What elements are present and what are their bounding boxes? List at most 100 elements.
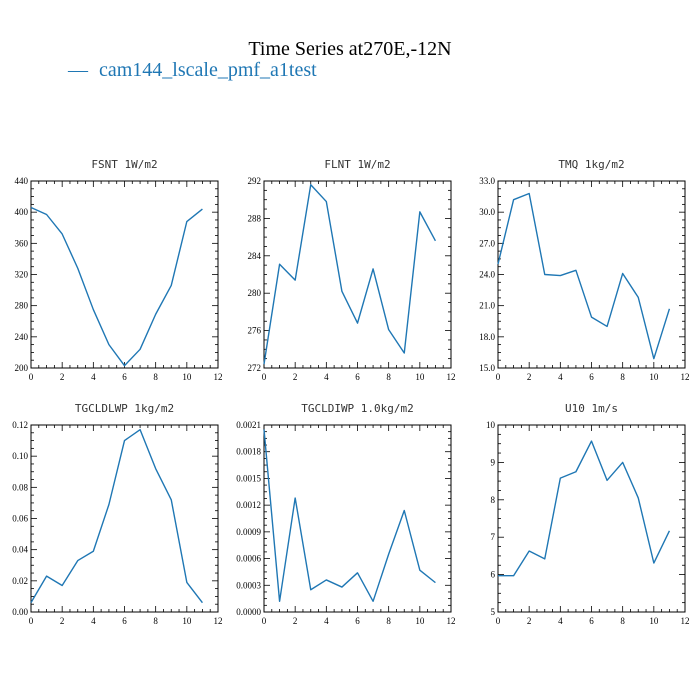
panel-title: TGCLDLWP 1kg/m2 [75, 402, 174, 415]
legend-entry: — cam144_lscale_pmf_a1test [67, 59, 317, 81]
chart-panel: FLNT 1W/m2 272 276 280 284 288 292 0 2 4 6 8 10 12 [248, 158, 456, 382]
y-tick-label: 240 [15, 332, 29, 342]
x-tick-label: 6 [589, 372, 594, 382]
y-tick-label: 15.0 [479, 363, 495, 373]
x-tick-label: 12 [214, 372, 223, 382]
series-line [30, 428, 203, 604]
y-tick-label: 272 [248, 363, 262, 373]
y-tick-label: 400 [15, 207, 29, 217]
x-tick-label: 8 [153, 372, 158, 382]
chart-panel: TGCLDIWP 1.0kg/m2 0.0000 0.0003 0.0006 0.000… [236, 402, 455, 626]
x-tick-label: 10 [415, 372, 425, 382]
x-tick-label: 2 [293, 372, 298, 382]
x-tick-label: 12 [681, 616, 690, 626]
x-tick-label: 0 [496, 616, 501, 626]
y-tick-label: 30.0 [479, 207, 495, 217]
y-tick-label: 0.0015 [236, 473, 261, 483]
y-tick-label: 280 [15, 301, 29, 311]
y-tick-label: 10 [486, 420, 496, 430]
y-tick-label: 0.04 [12, 545, 28, 555]
series-line [263, 429, 436, 603]
x-tick-label: 0 [29, 616, 34, 626]
y-tick-label: 0.0009 [236, 527, 261, 537]
x-tick-label: 10 [415, 616, 425, 626]
y-tick-label: 288 [248, 213, 262, 223]
x-tick-label: 0 [262, 616, 267, 626]
panel-title: FSNT 1W/m2 [91, 158, 157, 171]
x-tick-label: 12 [447, 372, 456, 382]
x-tick-label: 8 [620, 616, 625, 626]
y-tick-label: 360 [15, 238, 29, 248]
plot-frame [263, 180, 452, 369]
panel-title: FLNT 1W/m2 [324, 158, 390, 171]
y-tick-label: 320 [15, 270, 29, 280]
figure-title: Time Series at270E,-12N [248, 38, 451, 60]
series-line [30, 206, 203, 367]
x-tick-label: 8 [620, 372, 625, 382]
legend-line-marker: — [67, 59, 89, 81]
chart-panel: TMQ 1kg/m2 15.0 18.0 21.0 24.0 27.0 30.0 33.0 0 2… [479, 158, 689, 382]
y-tick-label: 0.12 [12, 420, 28, 430]
y-tick-label: 9 [491, 457, 496, 467]
y-tick-label: 0.08 [12, 482, 28, 492]
x-tick-label: 12 [447, 616, 456, 626]
y-tick-label: 440 [15, 176, 29, 186]
plot-frame [497, 424, 686, 613]
x-tick-label: 8 [153, 616, 158, 626]
y-tick-label: 292 [248, 176, 262, 186]
x-tick-label: 4 [558, 372, 563, 382]
x-tick-label: 8 [386, 616, 391, 626]
x-tick-label: 6 [589, 616, 594, 626]
x-tick-label: 2 [60, 616, 65, 626]
y-tick-label: 6 [491, 570, 496, 580]
x-tick-label: 4 [91, 372, 96, 382]
chart-panel: FSNT 1W/m2 200 240 280 320 360 400 440 0 2 4 6 8 10 12 [15, 158, 223, 382]
chart-panel: TGCLDLWP 1kg/m2 0.00 0.02 0.04 0.06 0.08 0.10 0… [12, 402, 222, 626]
series-line [497, 192, 671, 360]
y-tick-label: 0.0018 [236, 447, 261, 457]
y-tick-label: 27.0 [479, 238, 495, 248]
x-tick-label: 2 [60, 372, 65, 382]
x-tick-label: 12 [214, 616, 223, 626]
x-tick-label: 2 [527, 616, 532, 626]
x-tick-label: 12 [681, 372, 690, 382]
y-tick-label: 5 [491, 607, 496, 617]
x-tick-label: 4 [558, 616, 563, 626]
x-tick-label: 2 [527, 372, 532, 382]
y-tick-label: 0.0021 [236, 420, 261, 430]
x-tick-label: 6 [355, 372, 360, 382]
y-tick-label: 284 [248, 251, 262, 261]
y-tick-label: 0.06 [12, 514, 28, 524]
series-line [263, 184, 437, 365]
y-tick-label: 8 [491, 495, 496, 505]
x-tick-label: 10 [182, 616, 192, 626]
y-tick-label: 0.02 [12, 576, 28, 586]
y-tick-label: 0.0012 [236, 500, 261, 510]
x-tick-label: 4 [324, 372, 329, 382]
x-tick-label: 0 [496, 372, 501, 382]
x-tick-label: 10 [649, 616, 659, 626]
chart-panel: U10 1m/s 5 6 7 8 9 10 0 2 4 6 8 10 12 [486, 402, 690, 626]
x-tick-label: 6 [355, 616, 360, 626]
y-tick-label: 280 [248, 288, 262, 298]
x-tick-label: 10 [182, 372, 192, 382]
x-tick-label: 6 [122, 616, 127, 626]
y-tick-label: 21.0 [479, 301, 495, 311]
legend-label: cam144_lscale_pmf_a1test [99, 59, 317, 81]
y-tick-label: 24.0 [479, 270, 495, 280]
y-tick-label: 0.0006 [236, 554, 261, 564]
panel-title: U10 1m/s [565, 402, 618, 415]
x-tick-label: 8 [386, 372, 391, 382]
panel-title: TMQ 1kg/m2 [558, 158, 624, 171]
y-tick-label: 0.00 [12, 607, 28, 617]
y-tick-label: 0.0003 [236, 580, 261, 590]
y-tick-label: 7 [491, 532, 496, 542]
panel-title: TGCLDIWP 1.0kg/m2 [301, 402, 414, 415]
y-tick-label: 200 [15, 363, 29, 373]
x-tick-label: 2 [293, 616, 298, 626]
y-tick-label: 33.0 [479, 176, 495, 186]
x-tick-label: 4 [324, 616, 329, 626]
y-tick-label: 0.0000 [236, 607, 261, 617]
y-tick-label: 0.10 [12, 451, 28, 461]
y-tick-label: 18.0 [479, 332, 495, 342]
